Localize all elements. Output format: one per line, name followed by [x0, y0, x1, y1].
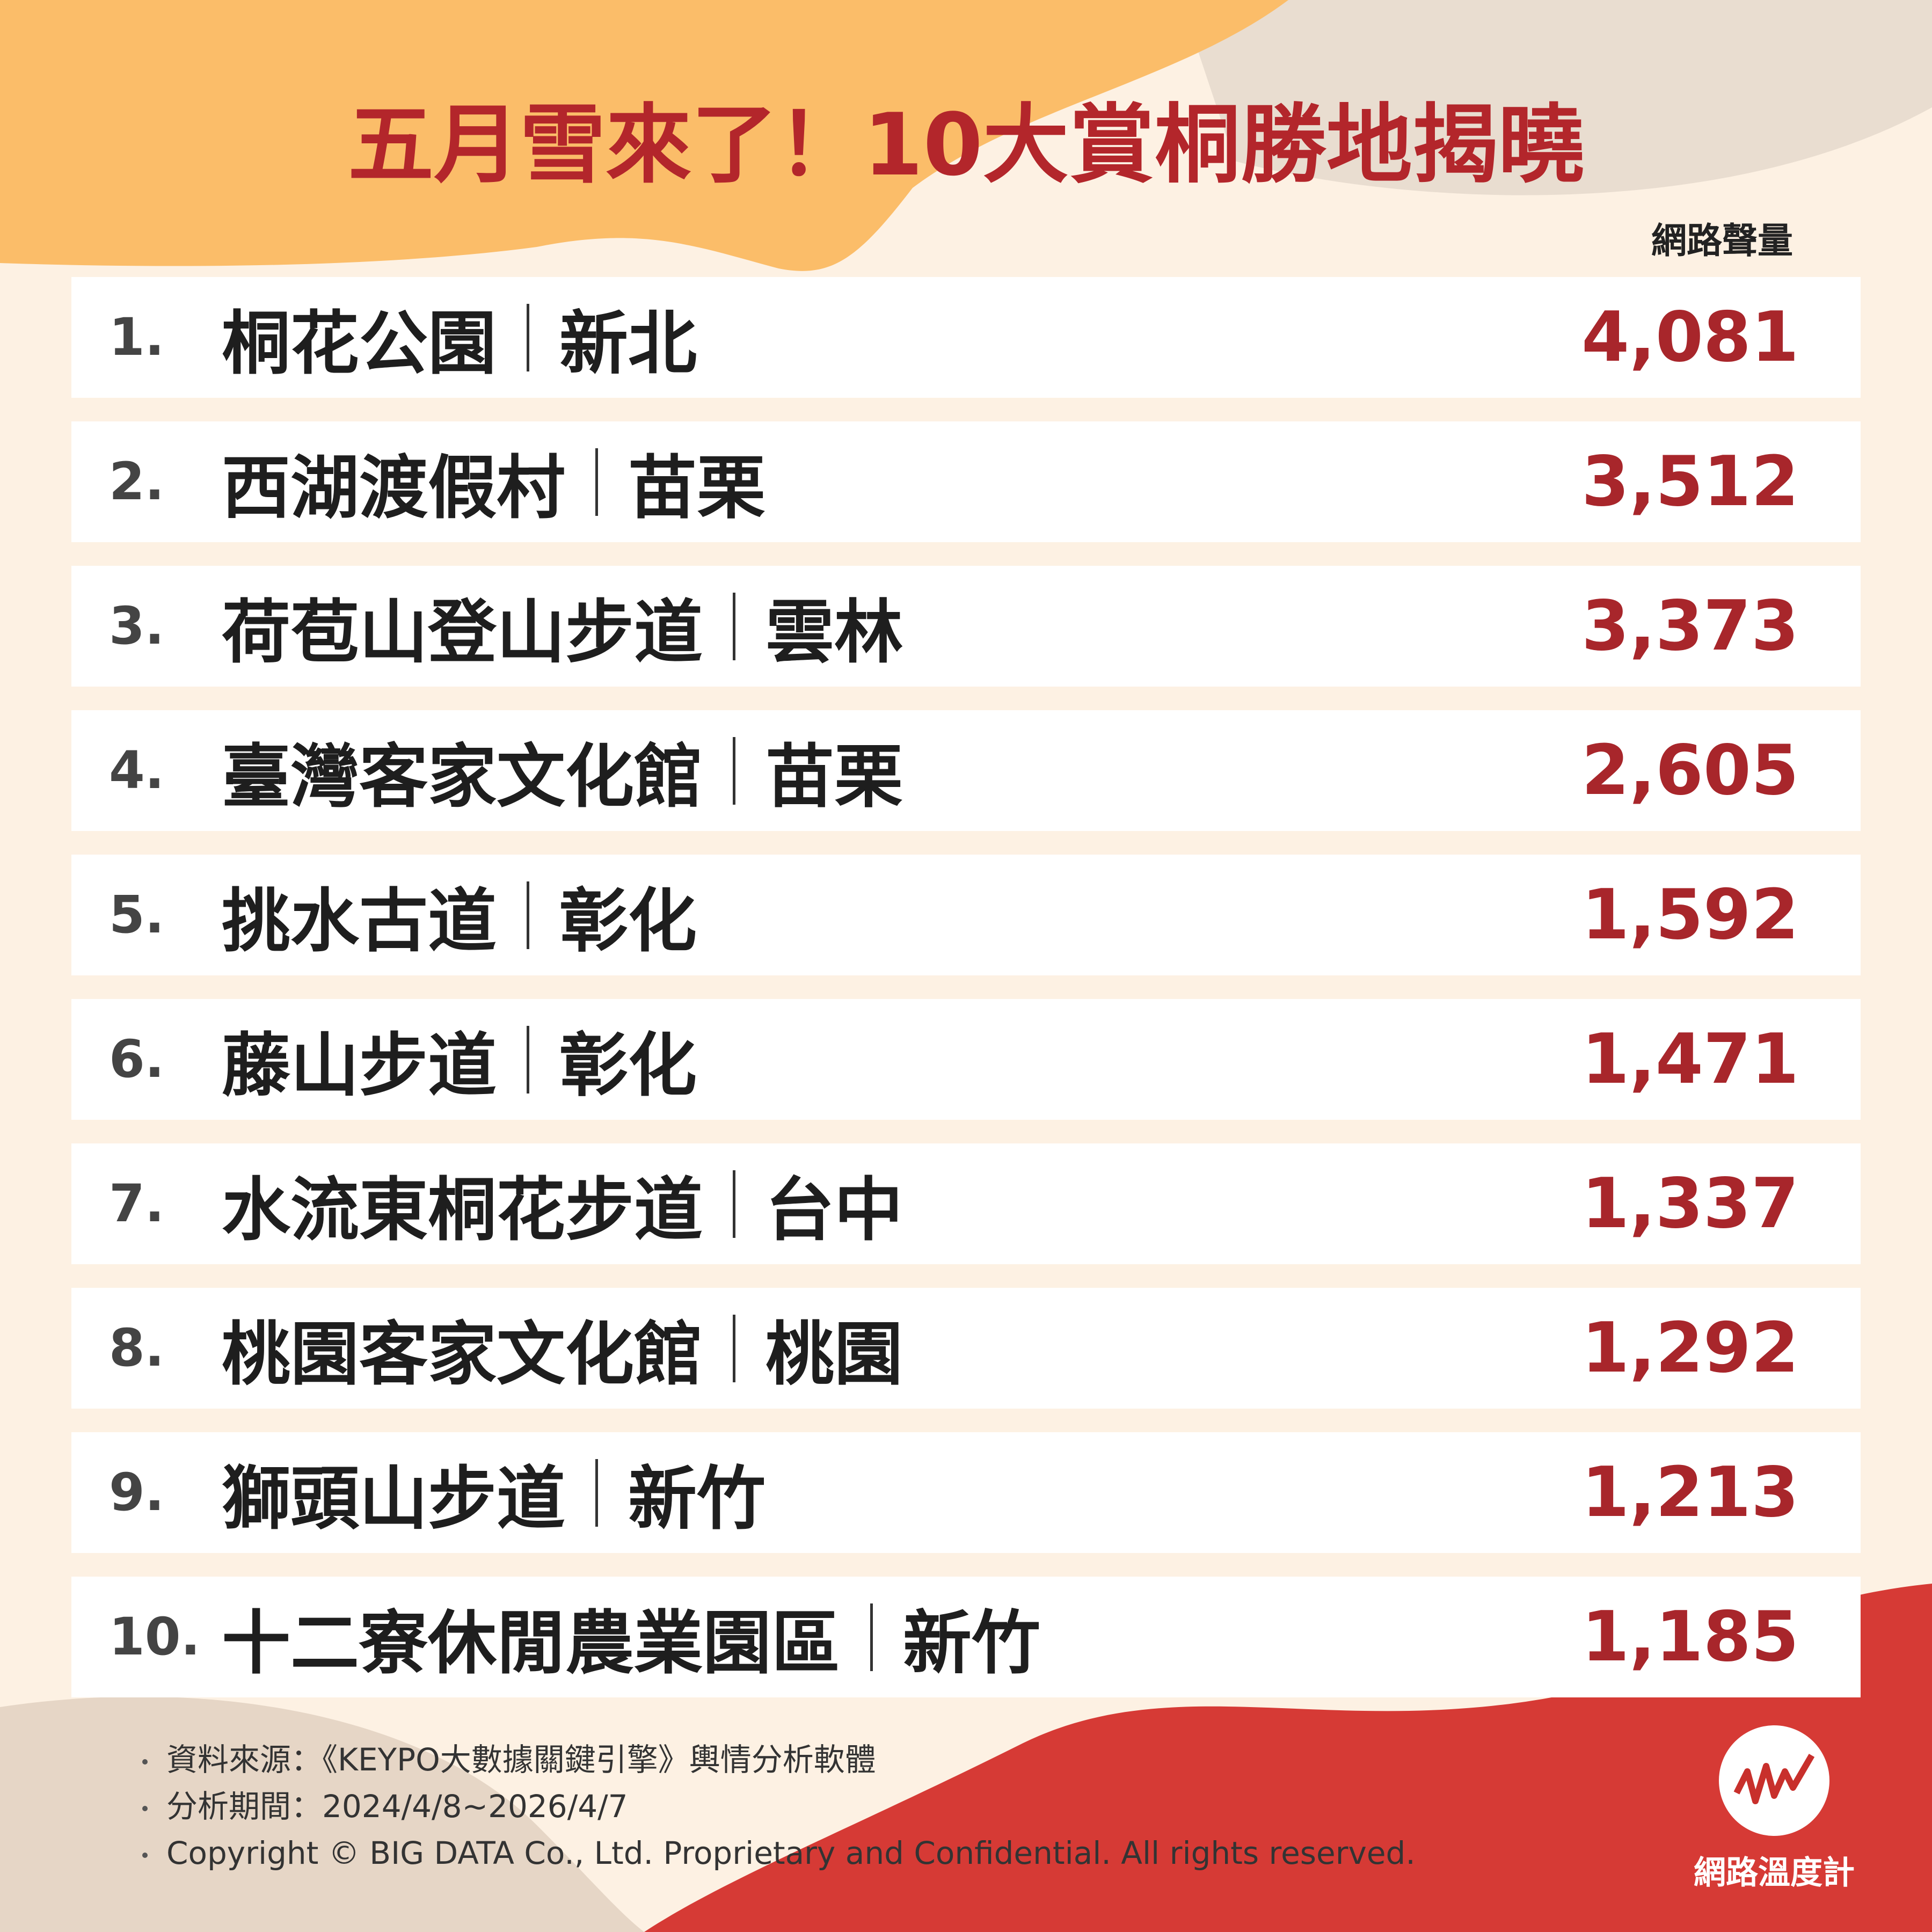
volume: 1,213: [1581, 1453, 1799, 1533]
volume: 2,605: [1581, 731, 1799, 811]
place-name: 挑水古道: [222, 881, 497, 961]
place-label: 十二寮休閒農業園區 新竹: [222, 1577, 1040, 1697]
volume: 1,592: [1581, 875, 1799, 955]
separator: [733, 1314, 736, 1382]
volume: 3,512: [1581, 442, 1799, 522]
bullet: [142, 1759, 148, 1765]
place-name: 臺灣客家文化館: [222, 737, 703, 817]
note-line: Copyright © BIG DATA Co., Ltd. Proprieta…: [140, 1832, 1416, 1875]
place-label: 獅頭山步道 新竹: [222, 1432, 765, 1553]
column-label: 網路聲量: [1651, 220, 1793, 261]
title: 五月雪來了！10大賞桐勝地揭曉: [348, 94, 1584, 195]
place-name: 藤山步道: [222, 1026, 497, 1106]
table-row: 9. 獅頭山步道 新竹 1,213: [71, 1432, 1861, 1553]
separator: [733, 737, 736, 805]
note-line: 分析期間：2024/4/8~2026/4/7: [140, 1785, 628, 1828]
separator: [527, 1025, 530, 1093]
separator: [870, 1603, 873, 1671]
place-label: 臺灣客家文化館 苗栗: [222, 710, 903, 831]
volume: 1,471: [1581, 1019, 1799, 1099]
logo-text: 網路溫度計: [1694, 1854, 1855, 1892]
table-row: 8. 桃園客家文化館 桃園 1,292: [71, 1288, 1861, 1409]
table-row: 7. 水流東桐花步道 台中 1,337: [71, 1143, 1861, 1264]
separator: [733, 592, 736, 660]
separator: [527, 303, 530, 371]
region: 桃園: [765, 1315, 903, 1395]
place-label: 挑水古道 彰化: [222, 855, 697, 975]
region: 新北: [559, 304, 697, 384]
region: 新竹: [903, 1603, 1041, 1683]
region: 台中: [765, 1170, 903, 1250]
region: 苗栗: [765, 737, 903, 817]
rank: 5.: [109, 885, 165, 945]
rank: 8.: [109, 1318, 165, 1378]
region: 新竹: [628, 1459, 766, 1539]
rank: 4.: [109, 740, 165, 800]
place-label: 西湖渡假村 苗栗: [222, 421, 765, 542]
table-row: 2. 西湖渡假村 苗栗 3,512: [71, 421, 1861, 542]
volume: 1,292: [1581, 1308, 1799, 1388]
rank: 3.: [109, 596, 165, 656]
separator: [595, 448, 599, 516]
separator: [595, 1459, 599, 1527]
place-name: 荷苞山登山步道: [222, 593, 703, 673]
region: 雲林: [765, 593, 903, 673]
bullet: [142, 1805, 148, 1811]
note: 資料來源：《KEYPO大數據關鍵引擎》輿情分析軟體: [166, 1741, 876, 1778]
volume: 1,185: [1581, 1597, 1799, 1677]
rank: 9.: [109, 1462, 165, 1522]
place-label: 藤山步道 彰化: [222, 999, 697, 1120]
place-label: 桃園客家文化館 桃園: [222, 1288, 903, 1409]
rank: 6.: [109, 1029, 165, 1089]
volume: 3,373: [1581, 586, 1799, 666]
place-name: 獅頭山步道: [222, 1459, 566, 1539]
place-name: 水流東桐花步道: [222, 1170, 703, 1250]
region: 苗栗: [628, 448, 766, 528]
note-line: 資料來源：《KEYPO大數據關鍵引擎》輿情分析軟體: [140, 1738, 876, 1781]
place-label: 荷苞山登山步道 雲林: [222, 566, 903, 687]
region: 彰化: [559, 1026, 697, 1106]
place-label: 桐花公園 新北: [222, 277, 697, 398]
table-row: 3. 荷苞山登山步道 雲林 3,373: [71, 566, 1861, 687]
place-label: 水流東桐花步道 台中: [222, 1143, 903, 1264]
note: 分析期間：2024/4/8~2026/4/7: [166, 1788, 628, 1825]
place-name: 桃園客家文化館: [222, 1315, 703, 1395]
volume: 4,081: [1581, 297, 1799, 377]
rank: 10.: [109, 1607, 201, 1667]
table-row: 5. 挑水古道 彰化 1,592: [71, 855, 1861, 975]
rank: 7.: [109, 1173, 165, 1234]
rank: 1.: [109, 307, 165, 367]
table-row: 1. 桐花公園 新北 4,081: [71, 277, 1861, 398]
place-name: 西湖渡假村: [222, 448, 566, 528]
separator: [733, 1170, 736, 1238]
separator: [527, 881, 530, 949]
place-name: 十二寮休閒農業園區: [222, 1603, 841, 1683]
place-name: 桐花公園: [222, 304, 497, 384]
table-row: 6. 藤山步道 彰化 1,471: [71, 999, 1861, 1120]
rank: 2.: [109, 451, 165, 512]
volume: 1,337: [1581, 1164, 1799, 1244]
table-row: 10. 十二寮休閒農業園區 新竹 1,185: [71, 1577, 1861, 1697]
note: Copyright © BIG DATA Co., Ltd. Proprieta…: [166, 1835, 1416, 1871]
bullet: [142, 1852, 148, 1858]
table-row: 4. 臺灣客家文化館 苗栗 2,605: [71, 710, 1861, 831]
region: 彰化: [559, 881, 697, 961]
